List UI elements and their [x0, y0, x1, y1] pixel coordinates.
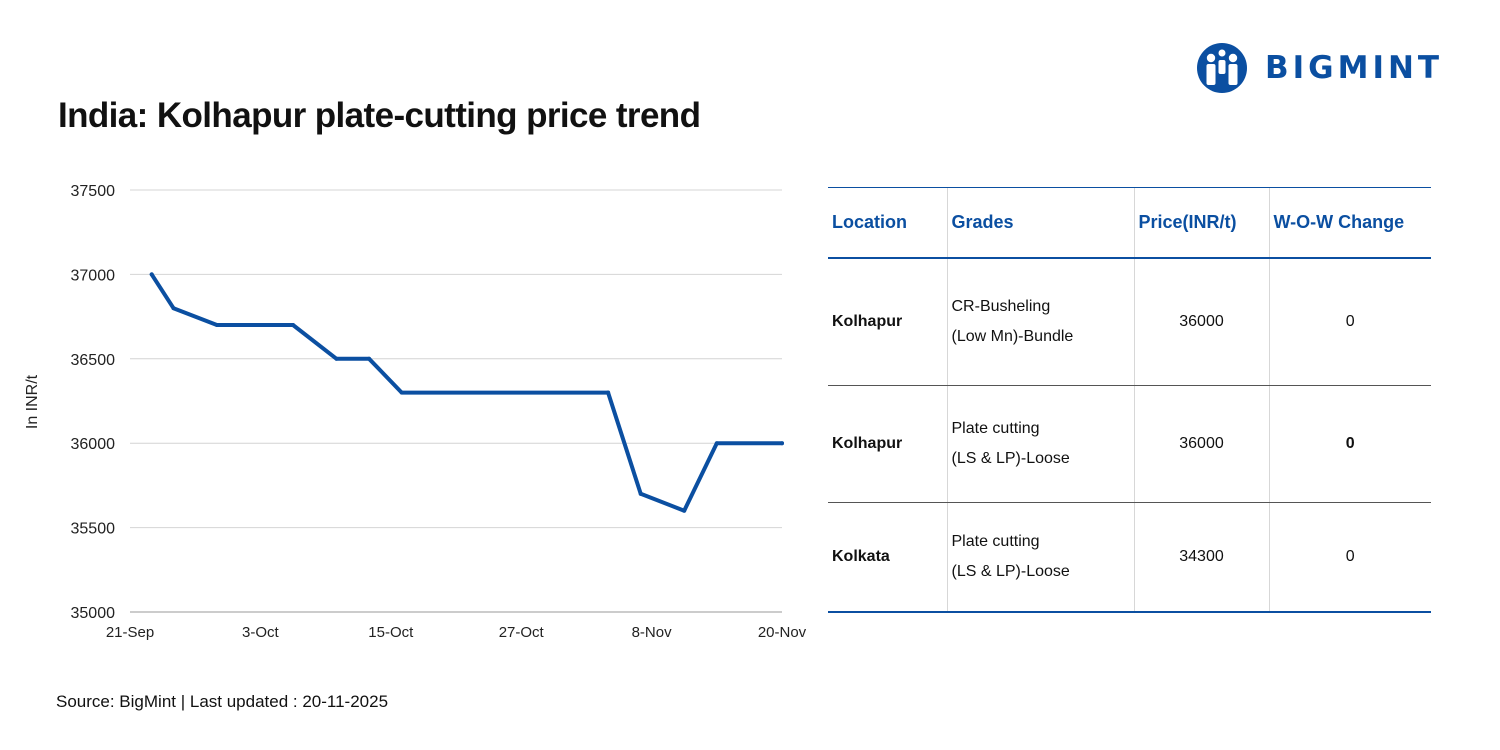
row-price: 36000	[1133, 257, 1269, 386]
row-price: 36000	[1133, 385, 1269, 503]
y-tick-label: 36000	[71, 436, 116, 453]
grade-line: Plate cutting	[951, 532, 1040, 550]
x-tick-label: 21-Sep	[106, 624, 154, 641]
x-tick-label: 8-Nov	[632, 624, 673, 641]
series-point	[149, 272, 154, 277]
table-row: Kolkata Plate cutting (LS & LP)-Loose 34…	[828, 502, 1431, 613]
grade-line: (LS & LP)-Loose	[951, 450, 1070, 467]
source-note: Source: BigMint | Last updated : 20-11-2…	[56, 692, 389, 711]
y-tick-label: 35000	[71, 605, 116, 622]
series-points	[149, 272, 784, 513]
y-tick-label: 35500	[71, 521, 116, 538]
row-grade: CR-Busheling (Low Mn)-Bundle	[946, 257, 1134, 386]
series-point	[367, 356, 372, 361]
row-location: Kolhapur	[828, 385, 947, 503]
table-header-row: Location Grades Price(INR/t) W-O-W Chang…	[828, 187, 1431, 259]
bigmint-people-logo-icon	[1197, 43, 1247, 93]
grade-line: CR-Busheling	[951, 297, 1051, 315]
series-point	[334, 356, 339, 361]
x-tick-label: 27-Oct	[499, 624, 545, 641]
x-tick-label: 15-Oct	[368, 624, 414, 641]
price-table: Location Grades Price(INR/t) W-O-W Chang…	[828, 187, 1431, 613]
x-tick-label: 20-Nov	[758, 624, 807, 641]
price-series-line	[149, 272, 784, 513]
row-price: 34300	[1133, 502, 1269, 613]
brand-name: BIGMINT	[1265, 50, 1444, 86]
table-row: Kolhapur CR-Busheling (Low Mn)-Bundle 36…	[828, 257, 1431, 386]
x-tick-label: 3-Oct	[242, 624, 280, 641]
y-axis-ticks: 35000 35500 36000 36500 37000 37500	[71, 183, 116, 622]
table-row: Kolhapur Plate cutting (LS & LP)-Loose 3…	[828, 385, 1431, 503]
brand-logo: BIGMINT	[1195, 42, 1443, 94]
header-price: Price(INR/t)	[1133, 187, 1269, 259]
grade-line: (LS & LP)-Loose	[951, 562, 1070, 580]
row-location: Kolkata	[828, 502, 947, 613]
series-point	[171, 306, 176, 311]
row-change: 0	[1268, 385, 1431, 503]
series-point	[291, 323, 295, 328]
row-change: 0	[1268, 257, 1431, 386]
y-axis-label: In INR/t	[24, 374, 41, 429]
header-wow-change: W-O-W Change	[1268, 187, 1431, 259]
x-axis-ticks: 21-Sep 3-Oct 15-Oct 27-Oct 8-Nov 20-Nov	[106, 624, 807, 641]
row-grade: Plate cutting (LS & LP)-Loose	[946, 502, 1134, 613]
series-point	[606, 390, 611, 395]
header-grades: Grades	[946, 187, 1134, 259]
y-tick-label: 36500	[71, 352, 116, 369]
price-trend-chart: 35000 35500 36000 36500 37000 37500 21-Sep 3-O…	[24, 183, 807, 641]
page-title: India: Kolhapur plate-cutting price tren…	[58, 96, 701, 135]
grade-line: (Low Mn)-Bundle	[951, 327, 1074, 345]
series-point	[399, 390, 404, 395]
grade-line: Plate cutting	[951, 420, 1040, 437]
y-tick-label: 37000	[71, 267, 116, 284]
grid-lines	[130, 189, 782, 613]
series-point	[214, 323, 219, 328]
series-point	[638, 491, 643, 496]
series-point	[714, 441, 719, 446]
header-location: Location	[828, 187, 947, 259]
series-point	[780, 441, 784, 446]
row-change: 0	[1268, 502, 1431, 613]
row-location: Kolhapur	[828, 257, 947, 386]
y-tick-label: 37500	[71, 183, 116, 200]
series-point	[682, 508, 687, 513]
row-grade: Plate cutting (LS & LP)-Loose	[946, 385, 1134, 503]
